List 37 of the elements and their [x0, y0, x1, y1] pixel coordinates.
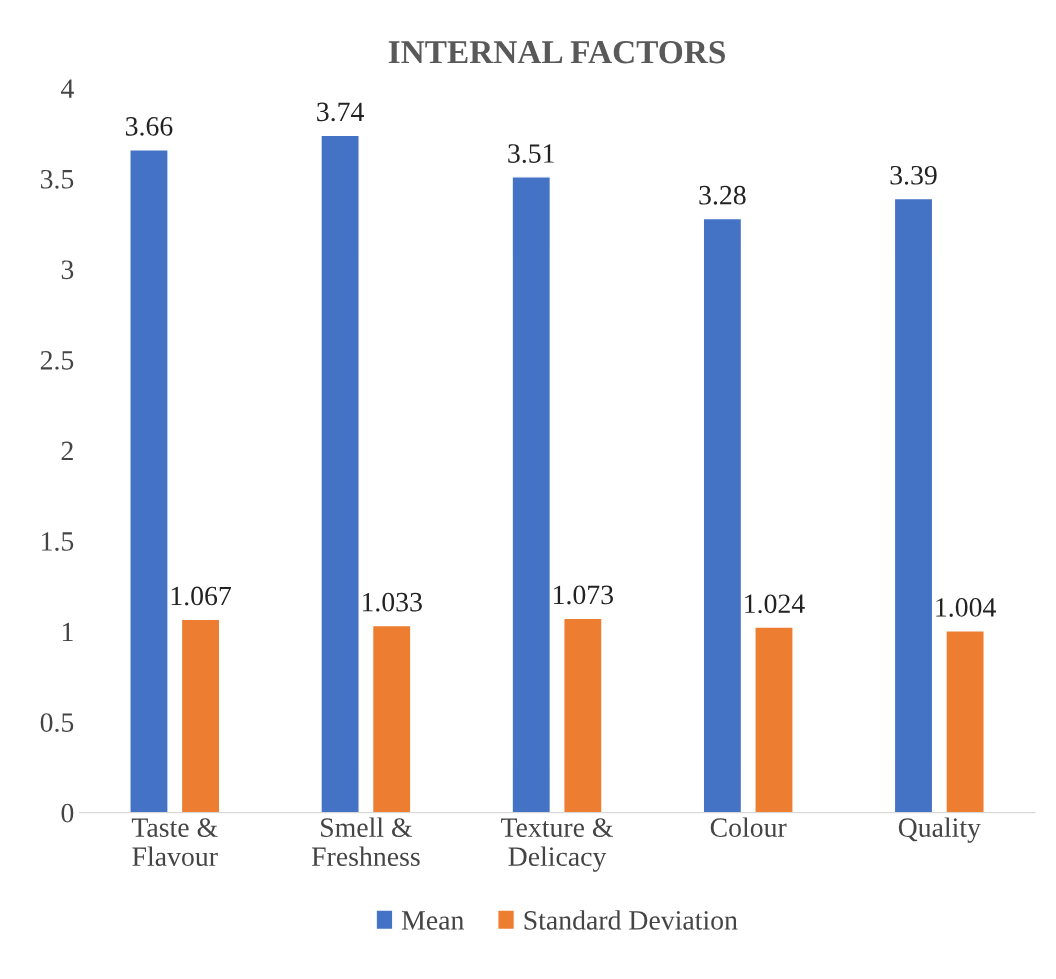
bar [129, 148, 169, 813]
x-tick-label: Texture & Delicacy [501, 818, 614, 872]
y-tick-label: 1 [62, 622, 73, 642]
data-label: 1.024 [745, 594, 805, 614]
bar [371, 624, 412, 813]
y-tick-label: 3 [61, 260, 74, 280]
y-tick-label: 2.5 [40, 351, 74, 370]
bar [754, 626, 794, 813]
x-tick-label: Smell & Freshness [311, 817, 420, 867]
data-label: 1.004 [936, 598, 996, 617]
y-tick-label: 0.5 [40, 713, 74, 733]
legend-label: Standard Deviation [524, 910, 738, 930]
bar [702, 217, 743, 813]
y-tick-label: 3.5 [40, 169, 74, 189]
bar [320, 134, 360, 813]
data-label: 3.28 [699, 185, 746, 205]
data-label: 1.033 [362, 592, 422, 612]
x-tick-label: Quality [898, 817, 981, 843]
y-tick-label: 0 [61, 803, 74, 823]
bar [563, 617, 603, 813]
y-tick-label: 2 [61, 441, 73, 460]
data-label: 3.74 [317, 102, 364, 122]
bar [511, 176, 552, 813]
data-label: 1.067 [171, 586, 232, 606]
y-tick-label: 4 [60, 79, 74, 98]
y-tick-label: 1.5 [42, 532, 74, 551]
data-label: 3.51 [508, 144, 554, 163]
x-tick-label: Colour [710, 817, 787, 837]
data-label: 1.073 [554, 585, 614, 605]
chart-title: INTERNAL FACTORS [388, 41, 725, 64]
bar [945, 630, 985, 813]
legend-label: Mean [401, 911, 464, 930]
data-label: 3.39 [890, 165, 937, 185]
bar [893, 197, 934, 813]
data-label: 3.66 [125, 117, 173, 136]
x-tick-label: Taste & Flavour [131, 818, 218, 867]
bar [180, 618, 221, 813]
